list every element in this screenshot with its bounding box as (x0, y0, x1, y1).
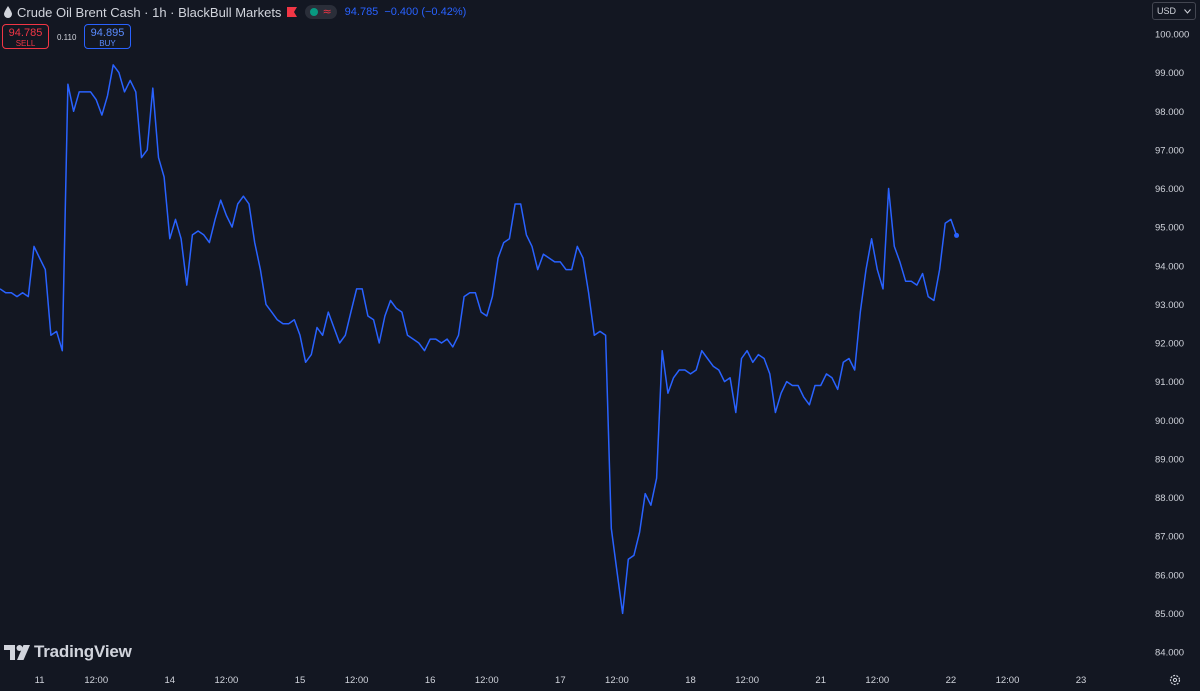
x-tick-label: 12:00 (84, 675, 108, 686)
x-tick-label: 23 (1076, 675, 1087, 686)
buy-label: BUY (99, 39, 116, 48)
x-tick-label: 14 (165, 675, 176, 686)
x-tick-label: 11 (35, 675, 45, 686)
y-tick-label: 99.000 (1155, 68, 1184, 79)
x-tick-label: 12:00 (865, 675, 889, 686)
buy-price: 94.895 (90, 27, 125, 39)
buy-button[interactable]: 94.895 BUY (84, 24, 131, 49)
market-status-pill[interactable]: ≈ (305, 5, 337, 19)
market-open-dot-icon (310, 8, 319, 16)
price-axis[interactable]: 100.000 99.000 98.000 97.000 96.000 95.000 94.… (1155, 30, 1189, 659)
last-price: 94.785 (344, 6, 379, 18)
wave-icon: ≈ (322, 5, 332, 18)
x-tick-label: 17 (555, 675, 566, 686)
y-tick-label: 86.000 (1155, 570, 1184, 581)
y-tick-label: 91.000 (1155, 377, 1184, 388)
y-tick-label: 85.000 (1155, 609, 1184, 620)
x-tick-label: 18 (685, 675, 696, 686)
symbol-header: Crude Oil Brent Cash · 1h · BlackBull Ma… (4, 4, 466, 20)
last-price-point (954, 232, 960, 238)
y-tick-label: 97.000 (1155, 145, 1184, 156)
y-tick-label: 100.000 (1155, 30, 1189, 41)
x-tick-label: 12:00 (605, 675, 629, 686)
time-axis[interactable]: 11 12:00 14 12:00 15 12:00 16 12:00 17 12:00 18 12:… (35, 675, 1087, 686)
sell-button[interactable]: 94.785 SELL (2, 24, 49, 49)
x-tick-label: 15 (295, 675, 306, 686)
y-tick-label: 84.000 (1155, 648, 1184, 659)
drop-icon (4, 6, 12, 18)
settings-icon[interactable] (1169, 674, 1181, 686)
sell-price: 94.785 (8, 27, 43, 39)
tradingview-logo[interactable]: TradingView (4, 641, 132, 663)
price-change: −0.400 (−0.42%) (384, 6, 467, 18)
y-tick-label: 96.000 (1155, 184, 1184, 195)
y-tick-label: 98.000 (1155, 107, 1184, 118)
y-tick-label: 90.000 (1155, 416, 1184, 427)
tradingview-mark-icon (4, 644, 30, 660)
currency-select[interactable]: USD (1152, 2, 1196, 20)
y-tick-label: 87.000 (1155, 532, 1184, 543)
symbol-title[interactable]: Crude Oil Brent Cash · 1h · BlackBull Ma… (17, 4, 282, 20)
spread-value: 0.110 (57, 33, 77, 42)
y-tick-label: 89.000 (1155, 454, 1184, 465)
x-tick-label: 12:00 (215, 675, 239, 686)
y-tick-label: 95.000 (1155, 223, 1184, 234)
x-tick-label: 22 (946, 675, 957, 686)
tradingview-logo-text: TradingView (34, 642, 132, 661)
currency-value: USD (1157, 6, 1177, 16)
y-tick-label: 92.000 (1155, 339, 1184, 350)
x-tick-label: 12:00 (475, 675, 499, 686)
x-tick-label: 12:00 (345, 675, 369, 686)
y-tick-label: 93.000 (1155, 300, 1184, 311)
y-tick-label: 88.000 (1155, 493, 1184, 504)
x-tick-label: 12:00 (996, 675, 1020, 686)
x-tick-label: 21 (815, 675, 826, 686)
price-series-line (0, 64, 958, 615)
x-tick-label: 16 (425, 675, 436, 686)
y-tick-label: 94.000 (1155, 261, 1184, 272)
x-tick-label: 12:00 (735, 675, 759, 686)
flag-icon[interactable] (287, 7, 298, 17)
chevron-down-icon (1184, 8, 1191, 14)
sell-label: SELL (15, 39, 36, 48)
